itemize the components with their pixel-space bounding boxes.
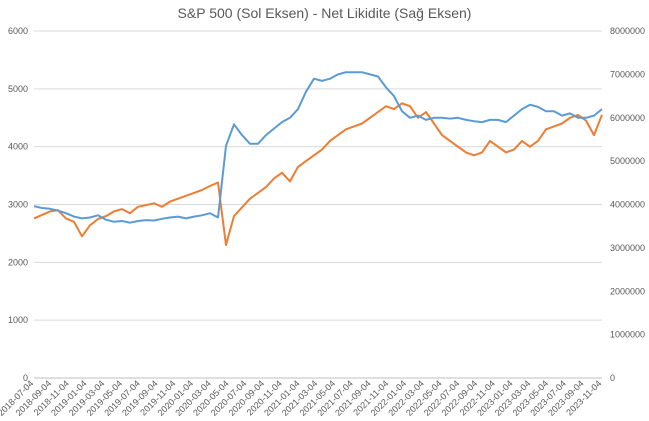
y-right-tick-label: 8000000 bbox=[610, 26, 645, 36]
y-right-tick-label: 6000000 bbox=[610, 113, 645, 123]
y-right-tick-label: 5000000 bbox=[610, 156, 645, 166]
y-left-tick-label: 1000 bbox=[8, 315, 28, 325]
x-axis: 2018-07-042018-09-042018-11-042019-01-04… bbox=[0, 377, 603, 418]
y-left-tick-label: 3000 bbox=[8, 200, 28, 210]
left-axis: 0 1000 2000 3000 4000 5000 6000 bbox=[8, 26, 28, 383]
chart-title: S&P 500 (Sol Eksen) - Net Likidite (Sağ … bbox=[178, 5, 472, 21]
y-left-tick-label: 5000 bbox=[8, 84, 28, 94]
y-right-tick-label: 7000000 bbox=[610, 69, 645, 79]
y-left-tick-label: 4000 bbox=[8, 142, 28, 152]
series-line-blue bbox=[33, 71, 603, 224]
y-right-tick-label: 3000000 bbox=[610, 243, 645, 253]
y-right-tick-label: 0 bbox=[610, 373, 615, 383]
series-layer bbox=[33, 71, 603, 246]
series-line-orange bbox=[33, 102, 603, 246]
right-axis: 0 1000000 2000000 3000000 4000000 5000000 6000… bbox=[610, 26, 645, 383]
y-left-tick-label: 2000 bbox=[8, 257, 28, 267]
y-right-tick-label: 1000000 bbox=[610, 330, 645, 340]
y-right-tick-label: 2000000 bbox=[610, 286, 645, 296]
gridlines bbox=[34, 30, 602, 379]
y-left-tick-label: 0 bbox=[23, 373, 28, 383]
y-right-tick-label: 4000000 bbox=[610, 200, 645, 210]
y-left-tick-label: 6000 bbox=[8, 26, 28, 36]
